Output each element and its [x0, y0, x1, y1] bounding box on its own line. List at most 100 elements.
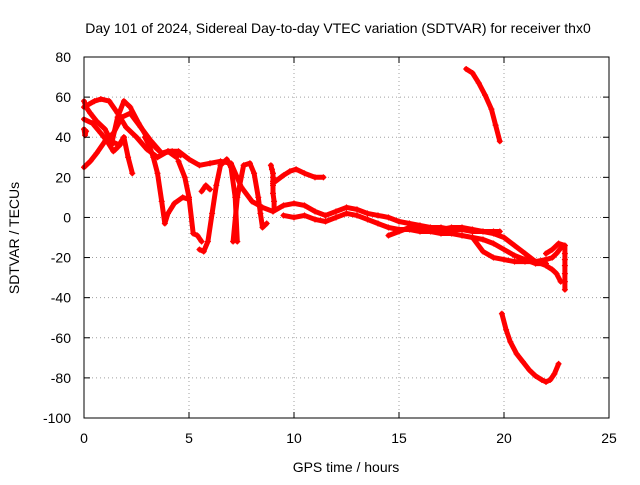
data-point-marker [158, 198, 165, 205]
data-point-marker [553, 250, 560, 257]
series-track-20 [543, 240, 568, 293]
data-point-marker [93, 150, 100, 157]
data-point-marker [333, 214, 339, 221]
data-point-marker [204, 238, 211, 245]
data-point-marker [538, 376, 545, 383]
data-point-marker [181, 174, 188, 181]
data-point-marker [200, 248, 207, 255]
data-point-marker [251, 170, 258, 177]
data-point-marker [93, 118, 100, 125]
data-point-marker [293, 166, 300, 173]
series-line [463, 66, 503, 144]
data-point-marker [280, 212, 287, 219]
data-point-marker [498, 310, 505, 317]
data-point-marker [125, 154, 132, 161]
data-point-marker [91, 98, 98, 105]
data-point-marker [301, 212, 308, 219]
series-track-11 [230, 160, 270, 245]
data-point-marker [561, 270, 568, 277]
data-point-marker [268, 166, 275, 173]
data-point-marker [561, 278, 568, 285]
data-point-marker [549, 254, 556, 261]
data-point-marker [553, 270, 560, 277]
data-point-marker [179, 194, 186, 201]
data-series [81, 66, 568, 385]
data-point-marker [490, 240, 497, 247]
data-point-marker [97, 96, 104, 103]
data-point-marker [480, 228, 486, 235]
data-point-marker [507, 338, 514, 345]
data-point-marker [511, 252, 518, 259]
data-point-marker [312, 216, 318, 223]
data-point-marker [135, 120, 142, 127]
y-tick-label: 80 [55, 49, 71, 65]
data-point-marker [511, 242, 518, 249]
y-tick-label: -100 [43, 410, 71, 426]
data-point-marker [301, 170, 308, 177]
data-point-marker [501, 256, 507, 263]
data-point-marker [158, 150, 165, 157]
data-point-marker [488, 106, 495, 113]
data-point-marker [482, 92, 489, 99]
data-point-marker [333, 208, 339, 215]
data-point-marker [213, 182, 220, 189]
x-tick-label: 10 [286, 430, 302, 446]
data-point-marker [127, 104, 134, 111]
data-point-marker [469, 234, 476, 241]
data-point-marker [526, 366, 533, 373]
series-track-17 [469, 234, 566, 265]
data-point-marker [267, 162, 274, 169]
data-point-marker [322, 212, 329, 219]
y-tick-label: 20 [55, 169, 71, 185]
data-point-marker [522, 250, 528, 257]
data-point-marker [543, 256, 549, 263]
data-point-marker [129, 170, 136, 177]
data-point-marker [177, 152, 184, 159]
data-point-marker [490, 254, 497, 261]
data-point-marker [270, 208, 276, 215]
data-point-marker [492, 122, 499, 129]
data-point-marker [375, 220, 381, 227]
data-point-marker [503, 326, 510, 333]
data-point-marker [522, 258, 528, 265]
series-line [270, 166, 326, 186]
data-point-marker [364, 210, 371, 217]
data-point-marker [141, 134, 148, 141]
data-point-marker [217, 162, 224, 169]
data-point-marker [549, 246, 556, 253]
y-tick-label: -20 [51, 250, 71, 266]
y-tick-label: 60 [55, 89, 71, 105]
data-point-marker [280, 202, 287, 209]
y-tick-label: -80 [51, 370, 71, 386]
data-point-marker [312, 208, 318, 215]
x-tick-label: 15 [391, 430, 407, 446]
data-point-marker [469, 70, 476, 77]
data-point-marker [108, 142, 115, 149]
data-point-marker [146, 142, 153, 149]
data-point-marker [173, 154, 180, 161]
series-line [142, 134, 192, 226]
data-point-marker [511, 258, 518, 265]
data-point-marker [87, 158, 94, 165]
data-point-marker [475, 80, 482, 87]
data-point-marker [171, 200, 178, 207]
data-point-marker [469, 226, 476, 233]
data-point-marker [114, 114, 121, 121]
data-point-marker [480, 236, 486, 243]
data-point-marker [207, 160, 213, 167]
series-track-16 [385, 224, 564, 285]
data-point-marker [490, 230, 497, 237]
series-line [81, 98, 127, 148]
data-point-marker [196, 162, 203, 169]
data-point-marker [561, 256, 568, 263]
data-point-marker [463, 66, 470, 73]
data-point-marker [459, 232, 465, 239]
data-point-marker [150, 154, 157, 161]
series-line [197, 156, 240, 254]
data-point-marker [547, 376, 554, 383]
data-point-marker [551, 370, 558, 377]
data-point-marker [354, 206, 360, 213]
data-point-marker [543, 378, 549, 385]
